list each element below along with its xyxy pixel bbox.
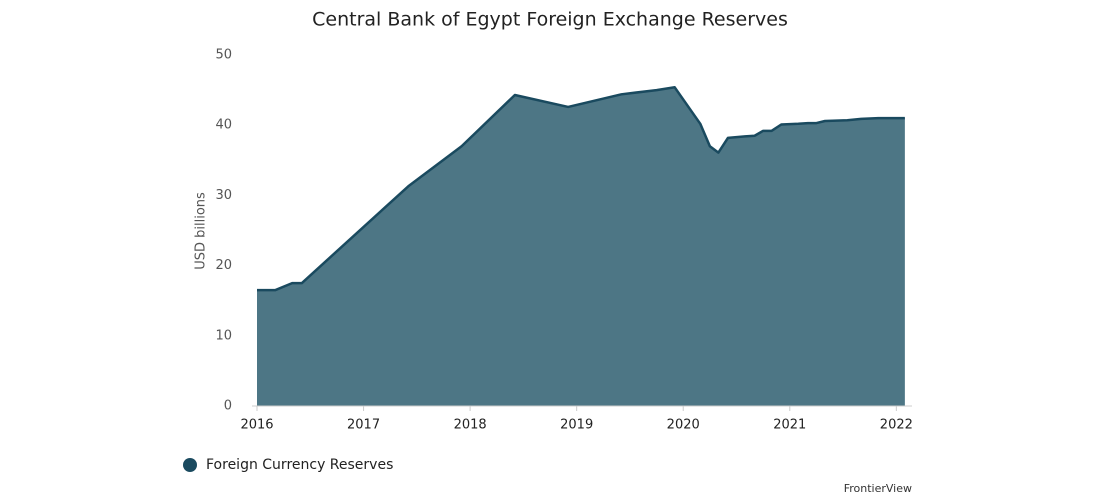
y-tick-label: 0 — [224, 399, 232, 414]
source: FrontierView — [844, 482, 912, 495]
x-tick-label: 2017 — [347, 418, 380, 433]
y-tick-label: 10 — [215, 328, 232, 343]
chart-title: Central Bank of Egypt Foreign Exchange R… — [312, 9, 788, 31]
line — [257, 86, 905, 292]
legend-marker — [183, 458, 197, 472]
x-tick-label: 2019 — [560, 418, 593, 433]
x-tick-label: 2018 — [454, 418, 487, 433]
area — [257, 87, 905, 407]
x-tick-label: 2016 — [240, 418, 273, 433]
y-tick-label: 40 — [215, 118, 232, 133]
y-tick-label: 30 — [215, 188, 232, 203]
legend-label: Foreign Currency Reserves — [206, 457, 393, 473]
x-tick-label: 2020 — [667, 418, 700, 433]
x-tick-label: 2021 — [773, 418, 806, 433]
y-tick-label: 20 — [215, 258, 232, 273]
y-axis-label: USD billions — [194, 192, 209, 270]
x-tick-label: 2022 — [880, 418, 913, 433]
y-tick-label: 50 — [215, 48, 232, 63]
